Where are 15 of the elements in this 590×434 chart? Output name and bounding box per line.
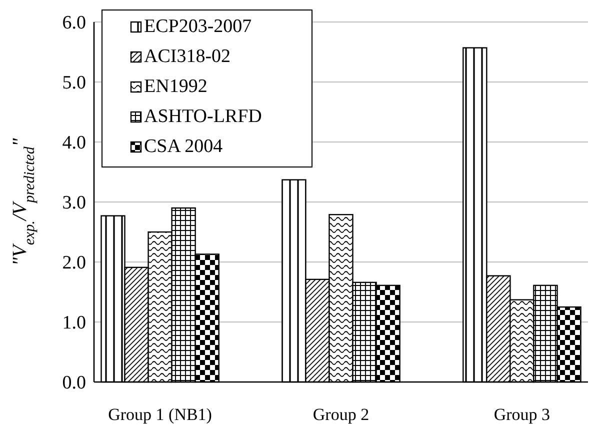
y-tick-label: 0.0 — [62, 372, 86, 394]
x-tick-label: Group 1 (NB1) — [108, 405, 212, 424]
x-tick-label: Group 2 — [312, 405, 370, 424]
y-tick-label: 1.0 — [62, 312, 86, 334]
legend-label: EN1992 — [144, 76, 208, 97]
legend-label: CSA 2004 — [144, 136, 224, 157]
y-tick-label: 4.0 — [62, 132, 86, 154]
y-tick-label: 2.0 — [62, 252, 86, 274]
y-tick-label: 3.0 — [62, 192, 86, 214]
y-tick-label: 5.0 — [62, 72, 86, 94]
legend-label: ECP203-2007 — [144, 16, 252, 37]
y-tick-label: 6.0 — [62, 12, 86, 34]
legend-label: ASHTO-LRFD — [144, 106, 262, 127]
legend-label: ACI318-02 — [144, 46, 231, 67]
x-tick-label: Group 3 — [494, 405, 550, 424]
